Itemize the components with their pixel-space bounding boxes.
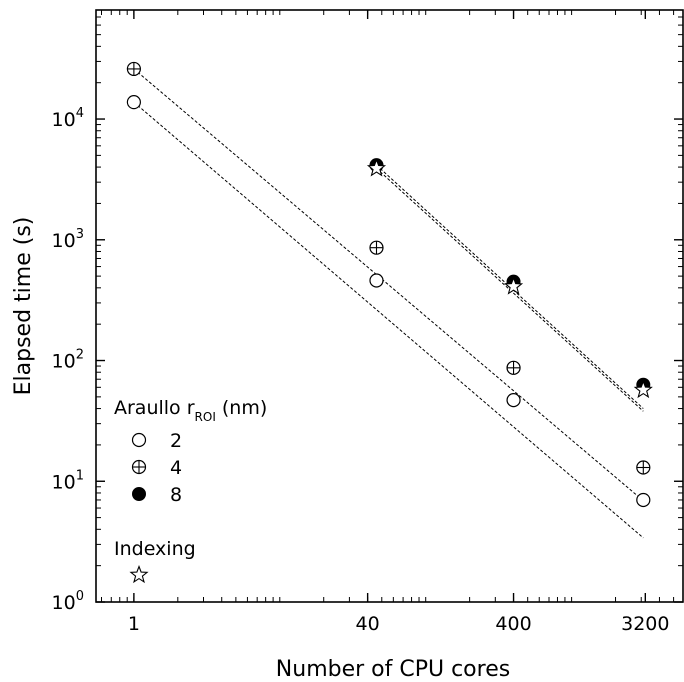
legend-title-unit: (nm) [216, 397, 267, 419]
data-point-4 [506, 360, 521, 375]
data-markers [126, 61, 653, 508]
legend-indexing-label: Indexing [114, 538, 196, 560]
legend-title: Araullo rROI (nm) [114, 397, 267, 424]
data-point-4 [369, 240, 384, 255]
fit-line-2 [133, 101, 644, 539]
x-tick-label: 3200 [621, 613, 669, 635]
legend-entries: 2 4 8 [131, 430, 182, 506]
legend-title-sub: ROI [195, 410, 216, 424]
axis-ticks: 1 40 400 3200 100 101 102 103 104 [52, 9, 683, 635]
legend-label-2: 2 [170, 430, 182, 452]
x-axis-title: Number of CPU cores [276, 657, 510, 682]
fit-lines [133, 68, 644, 539]
legend-indexing-marker [129, 564, 149, 584]
y-axis-title: Elapsed time (s) [11, 217, 36, 396]
legend-marker-4 [131, 459, 147, 475]
data-point-indexing [633, 379, 653, 399]
x-tick-label: 40 [356, 613, 380, 635]
data-point-indexing [503, 276, 524, 295]
data-point-2 [506, 393, 521, 408]
data-point-4 [126, 61, 141, 77]
y-tick-label: 102 [52, 348, 84, 373]
data-point-2 [369, 273, 384, 288]
legend-marker-2 [131, 432, 147, 448]
y-tick-label: 104 [52, 106, 84, 131]
x-tick-label: 400 [495, 613, 531, 635]
data-point-4 [636, 460, 651, 475]
legend-title-main: Araullo r [114, 397, 195, 419]
y-tick-label: 100 [52, 589, 84, 614]
x-tick-label: 1 [128, 613, 140, 635]
fit-line-4 [133, 68, 644, 502]
data-point-2 [126, 95, 141, 110]
legend-marker-indexing [129, 564, 149, 584]
y-tick-label: 101 [52, 468, 84, 493]
data-point-2 [636, 492, 651, 508]
plot-frame [95, 9, 684, 603]
legend-marker-8 [132, 487, 146, 501]
y-tick-label: 103 [52, 227, 84, 252]
legend-label-4: 4 [170, 457, 182, 479]
legend: Araullo rROI (nm) 2 4 8 Indexing [114, 397, 267, 584]
data-point-indexing [366, 158, 387, 177]
legend-label-8: 8 [170, 484, 182, 506]
